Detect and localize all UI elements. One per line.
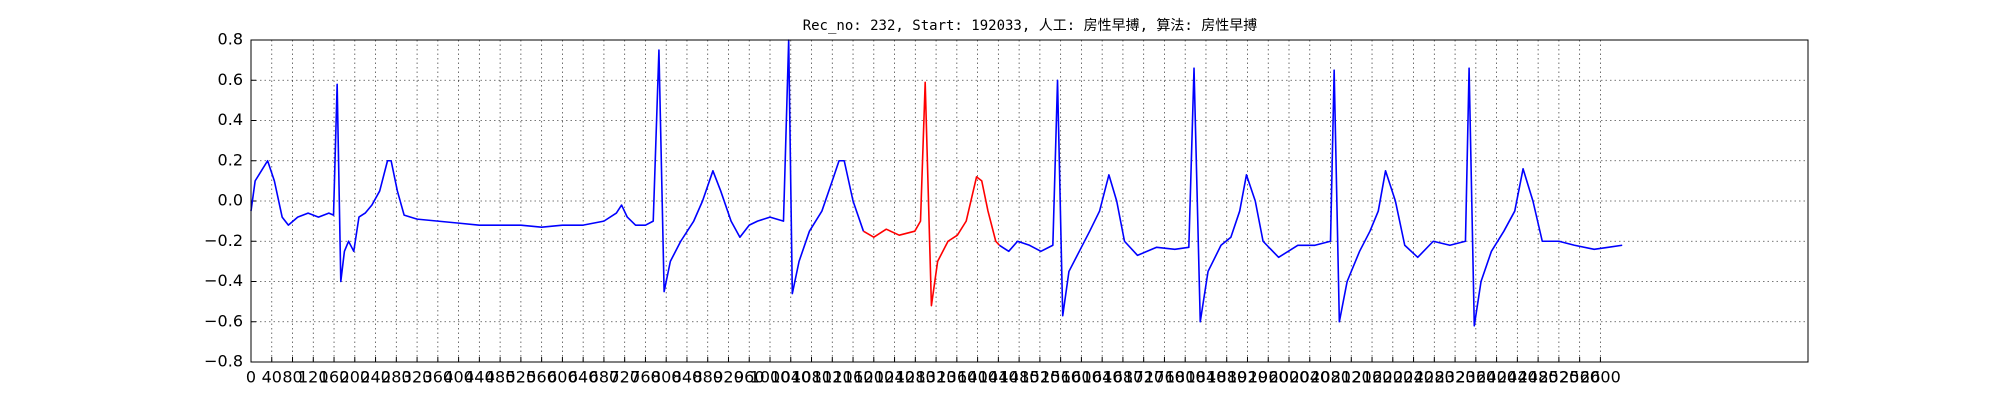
ecg-line [250, 39, 1623, 327]
x-tick-label: 2040 [1289, 368, 1330, 387]
x-tick-label: 280 [381, 368, 412, 387]
x-tick-label: 1840 [1186, 368, 1227, 387]
x-tick-label: 1360 [936, 368, 977, 387]
x-tick-label: 1960 [1248, 368, 1289, 387]
y-tick-label: −0.4 [204, 271, 243, 290]
x-tick-label: 1160 [833, 368, 874, 387]
x-tick-label: 440 [464, 368, 495, 387]
x-tick-label: 1920 [1227, 368, 1268, 387]
x-tick-label: 2480 [1518, 368, 1559, 387]
x-tick-label: 200 [340, 368, 371, 387]
x-tick-label: 2560 [1559, 368, 1600, 387]
y-tick-label: −0.2 [204, 231, 243, 250]
x-tick-label: 40 [262, 368, 282, 387]
y-tick-label: 0.4 [218, 110, 243, 129]
x-tick-label: 2440 [1497, 368, 1538, 387]
x-tick-label: 760 [630, 368, 661, 387]
x-tick-label: 560 [526, 368, 557, 387]
x-tick-label: 2280 [1414, 368, 1455, 387]
x-tick-label: 0 [246, 368, 256, 387]
plot-frame [250, 39, 1809, 363]
x-tick-label: 2360 [1455, 368, 1496, 387]
y-tick-label: −0.6 [204, 311, 243, 330]
x-tick-label: 2520 [1539, 368, 1580, 387]
x-tick-label: 1880 [1206, 368, 1247, 387]
x-tick-label: 1080 [791, 368, 832, 387]
x-tick-label: 520 [506, 368, 537, 387]
x-tick-label: 1720 [1123, 368, 1164, 387]
x-tick-label: 2240 [1393, 368, 1434, 387]
x-tick-label: 1520 [1020, 368, 1061, 387]
x-tick-label: 640 [568, 368, 599, 387]
x-tick-label: 1760 [1144, 368, 1185, 387]
x-tick-label: 1000 [750, 368, 791, 387]
x-tick-label: 2200 [1372, 368, 1413, 387]
y-tick-label: 0.2 [218, 150, 243, 169]
x-tick-label: 2120 [1331, 368, 1372, 387]
x-tick-label: 320 [402, 368, 433, 387]
x-tick-label: 1440 [978, 368, 1019, 387]
x-tick-label: 2000 [1269, 368, 1310, 387]
x-tick-label: 1400 [957, 368, 998, 387]
x-tick-label: 1280 [895, 368, 936, 387]
x-tick-label: 600 [547, 368, 578, 387]
y-tick-label: 0.6 [218, 70, 243, 89]
y-tick-label: −0.8 [204, 352, 243, 371]
x-tick-label: 1480 [999, 368, 1040, 387]
x-tick-label: 1200 [853, 368, 894, 387]
x-tick-label: 800 [651, 368, 682, 387]
x-tick-label: 2080 [1310, 368, 1351, 387]
x-tick-label: 1040 [770, 368, 811, 387]
x-tick-label: 880 [692, 368, 723, 387]
x-tick-label: 1680 [1103, 368, 1144, 387]
x-tick-label: 720 [609, 368, 640, 387]
x-tick-label: 920 [713, 368, 744, 387]
chart-title: Rec_no: 232, Start: 192033, 人工: 房性早搏, 算法… [803, 17, 1258, 34]
x-tick-label: 1240 [874, 368, 915, 387]
x-tick-label: 1320 [916, 368, 957, 387]
x-tick-label: 160 [319, 368, 350, 387]
x-tick-label: 680 [589, 368, 620, 387]
x-tick-label: 2600 [1580, 368, 1621, 387]
x-tick-label: 1800 [1165, 368, 1206, 387]
x-tick-label: 1640 [1082, 368, 1123, 387]
x-tick-label: 400 [443, 368, 474, 387]
x-tick-label: 2400 [1476, 368, 1517, 387]
x-tick-label: 2320 [1435, 368, 1476, 387]
y-tick-label: 0.0 [218, 191, 243, 210]
ecg-line [863, 81, 1000, 307]
x-tick-label: 240 [360, 368, 391, 387]
x-tick-label: 840 [672, 368, 703, 387]
x-tick-label: 1120 [812, 368, 853, 387]
x-tick-label: 1600 [1061, 368, 1102, 387]
x-tick-label: 120 [298, 368, 329, 387]
y-tick-label: 0.8 [218, 30, 243, 49]
x-tick-label: 960 [734, 368, 765, 387]
x-tick-label: 480 [485, 368, 516, 387]
x-tick-label: 1560 [1040, 368, 1081, 387]
x-tick-label: 2160 [1352, 368, 1393, 387]
x-tick-label: 80 [282, 368, 302, 387]
x-tick-label: 360 [423, 368, 454, 387]
